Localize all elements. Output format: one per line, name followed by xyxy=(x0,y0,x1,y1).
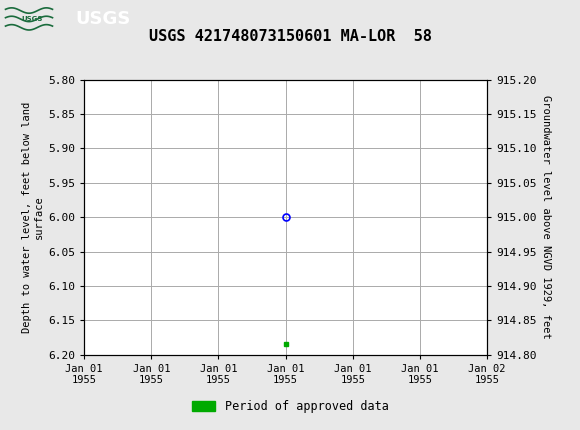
Y-axis label: Depth to water level, feet below land
surface: Depth to water level, feet below land su… xyxy=(22,101,44,333)
Y-axis label: Groundwater level above NGVD 1929, feet: Groundwater level above NGVD 1929, feet xyxy=(541,95,551,339)
Legend: Period of approved data: Period of approved data xyxy=(187,395,393,418)
Text: USGS: USGS xyxy=(21,16,42,22)
Text: USGS 421748073150601 MA-LOR  58: USGS 421748073150601 MA-LOR 58 xyxy=(148,29,432,44)
Text: USGS: USGS xyxy=(75,10,130,28)
